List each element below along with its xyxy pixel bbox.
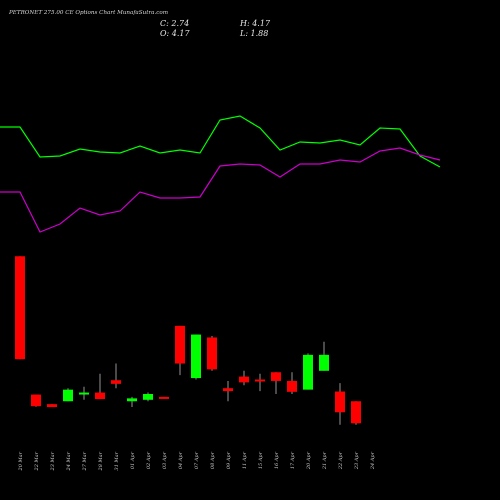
- candle-body: [15, 256, 25, 360]
- x-tick-label: 31 Mar: [114, 451, 120, 470]
- candle-body: [287, 380, 297, 392]
- x-tick-label: 22 Apr: [338, 451, 344, 470]
- x-tick-label: 01 Apr: [130, 451, 136, 469]
- open-value: O: 4.17: [160, 29, 190, 38]
- candle-body: [319, 354, 329, 371]
- x-tick-label: 03 Apr: [162, 451, 168, 469]
- candle-body: [159, 396, 169, 399]
- x-tick-label: 02 Apr: [146, 451, 152, 469]
- x-tick-label: 23 Apr: [354, 451, 360, 470]
- x-tick-label: 21 Apr: [322, 451, 328, 470]
- x-tick-label: 23 Mar: [50, 451, 56, 471]
- candle-body: [79, 392, 89, 395]
- candle-body: [271, 372, 281, 381]
- candle-body: [239, 376, 249, 383]
- low-value: L: 1.88: [240, 29, 269, 38]
- indicator-line-1: [0, 115, 441, 168]
- x-tick-label: 28 Mar: [98, 451, 104, 471]
- candle-body: [47, 404, 57, 408]
- x-tick-label: 20 Apr: [306, 451, 312, 470]
- candle-body: [175, 325, 185, 364]
- candle-body: [111, 380, 121, 384]
- close-value: C: 2.74: [160, 19, 190, 28]
- x-tick-label: 20 Mar: [18, 451, 24, 471]
- candle-body: [143, 394, 153, 400]
- x-tick-label: 16 Apr: [274, 451, 280, 469]
- candle-body: [207, 337, 217, 370]
- candle-body: [127, 398, 137, 402]
- candle-body: [191, 334, 201, 379]
- candle-body: [223, 388, 233, 392]
- candle-body: [95, 392, 105, 400]
- x-tick-label: 09 Apr: [226, 451, 232, 469]
- chart-title: PETRONET 275.00 CE Options Chart MunafaS…: [9, 10, 169, 16]
- x-tick-label: 15 Apr: [258, 451, 264, 469]
- candle-body: [255, 379, 265, 382]
- x-tick-label: 24 Apr: [370, 451, 376, 470]
- candle-body: [351, 401, 361, 424]
- x-tick-label: 08 Apr: [210, 451, 216, 469]
- x-tick-label: 07 Apr: [194, 451, 200, 469]
- x-tick-label: 04 Apr: [178, 451, 184, 469]
- high-value: H: 4.17: [240, 19, 271, 28]
- indicator-line-2: [0, 147, 441, 233]
- x-tick-label: 27 Mar: [82, 451, 88, 471]
- x-tick-label: 17 Apr: [290, 451, 296, 469]
- x-tick-label: 11 Apr: [242, 451, 248, 469]
- x-tick-label: 22 Mar: [34, 451, 40, 471]
- candle-body: [335, 391, 345, 413]
- candle-body: [31, 394, 41, 407]
- candle-body: [63, 389, 73, 402]
- candle-body: [303, 354, 313, 390]
- x-tick-label: 24 Mar: [66, 451, 72, 471]
